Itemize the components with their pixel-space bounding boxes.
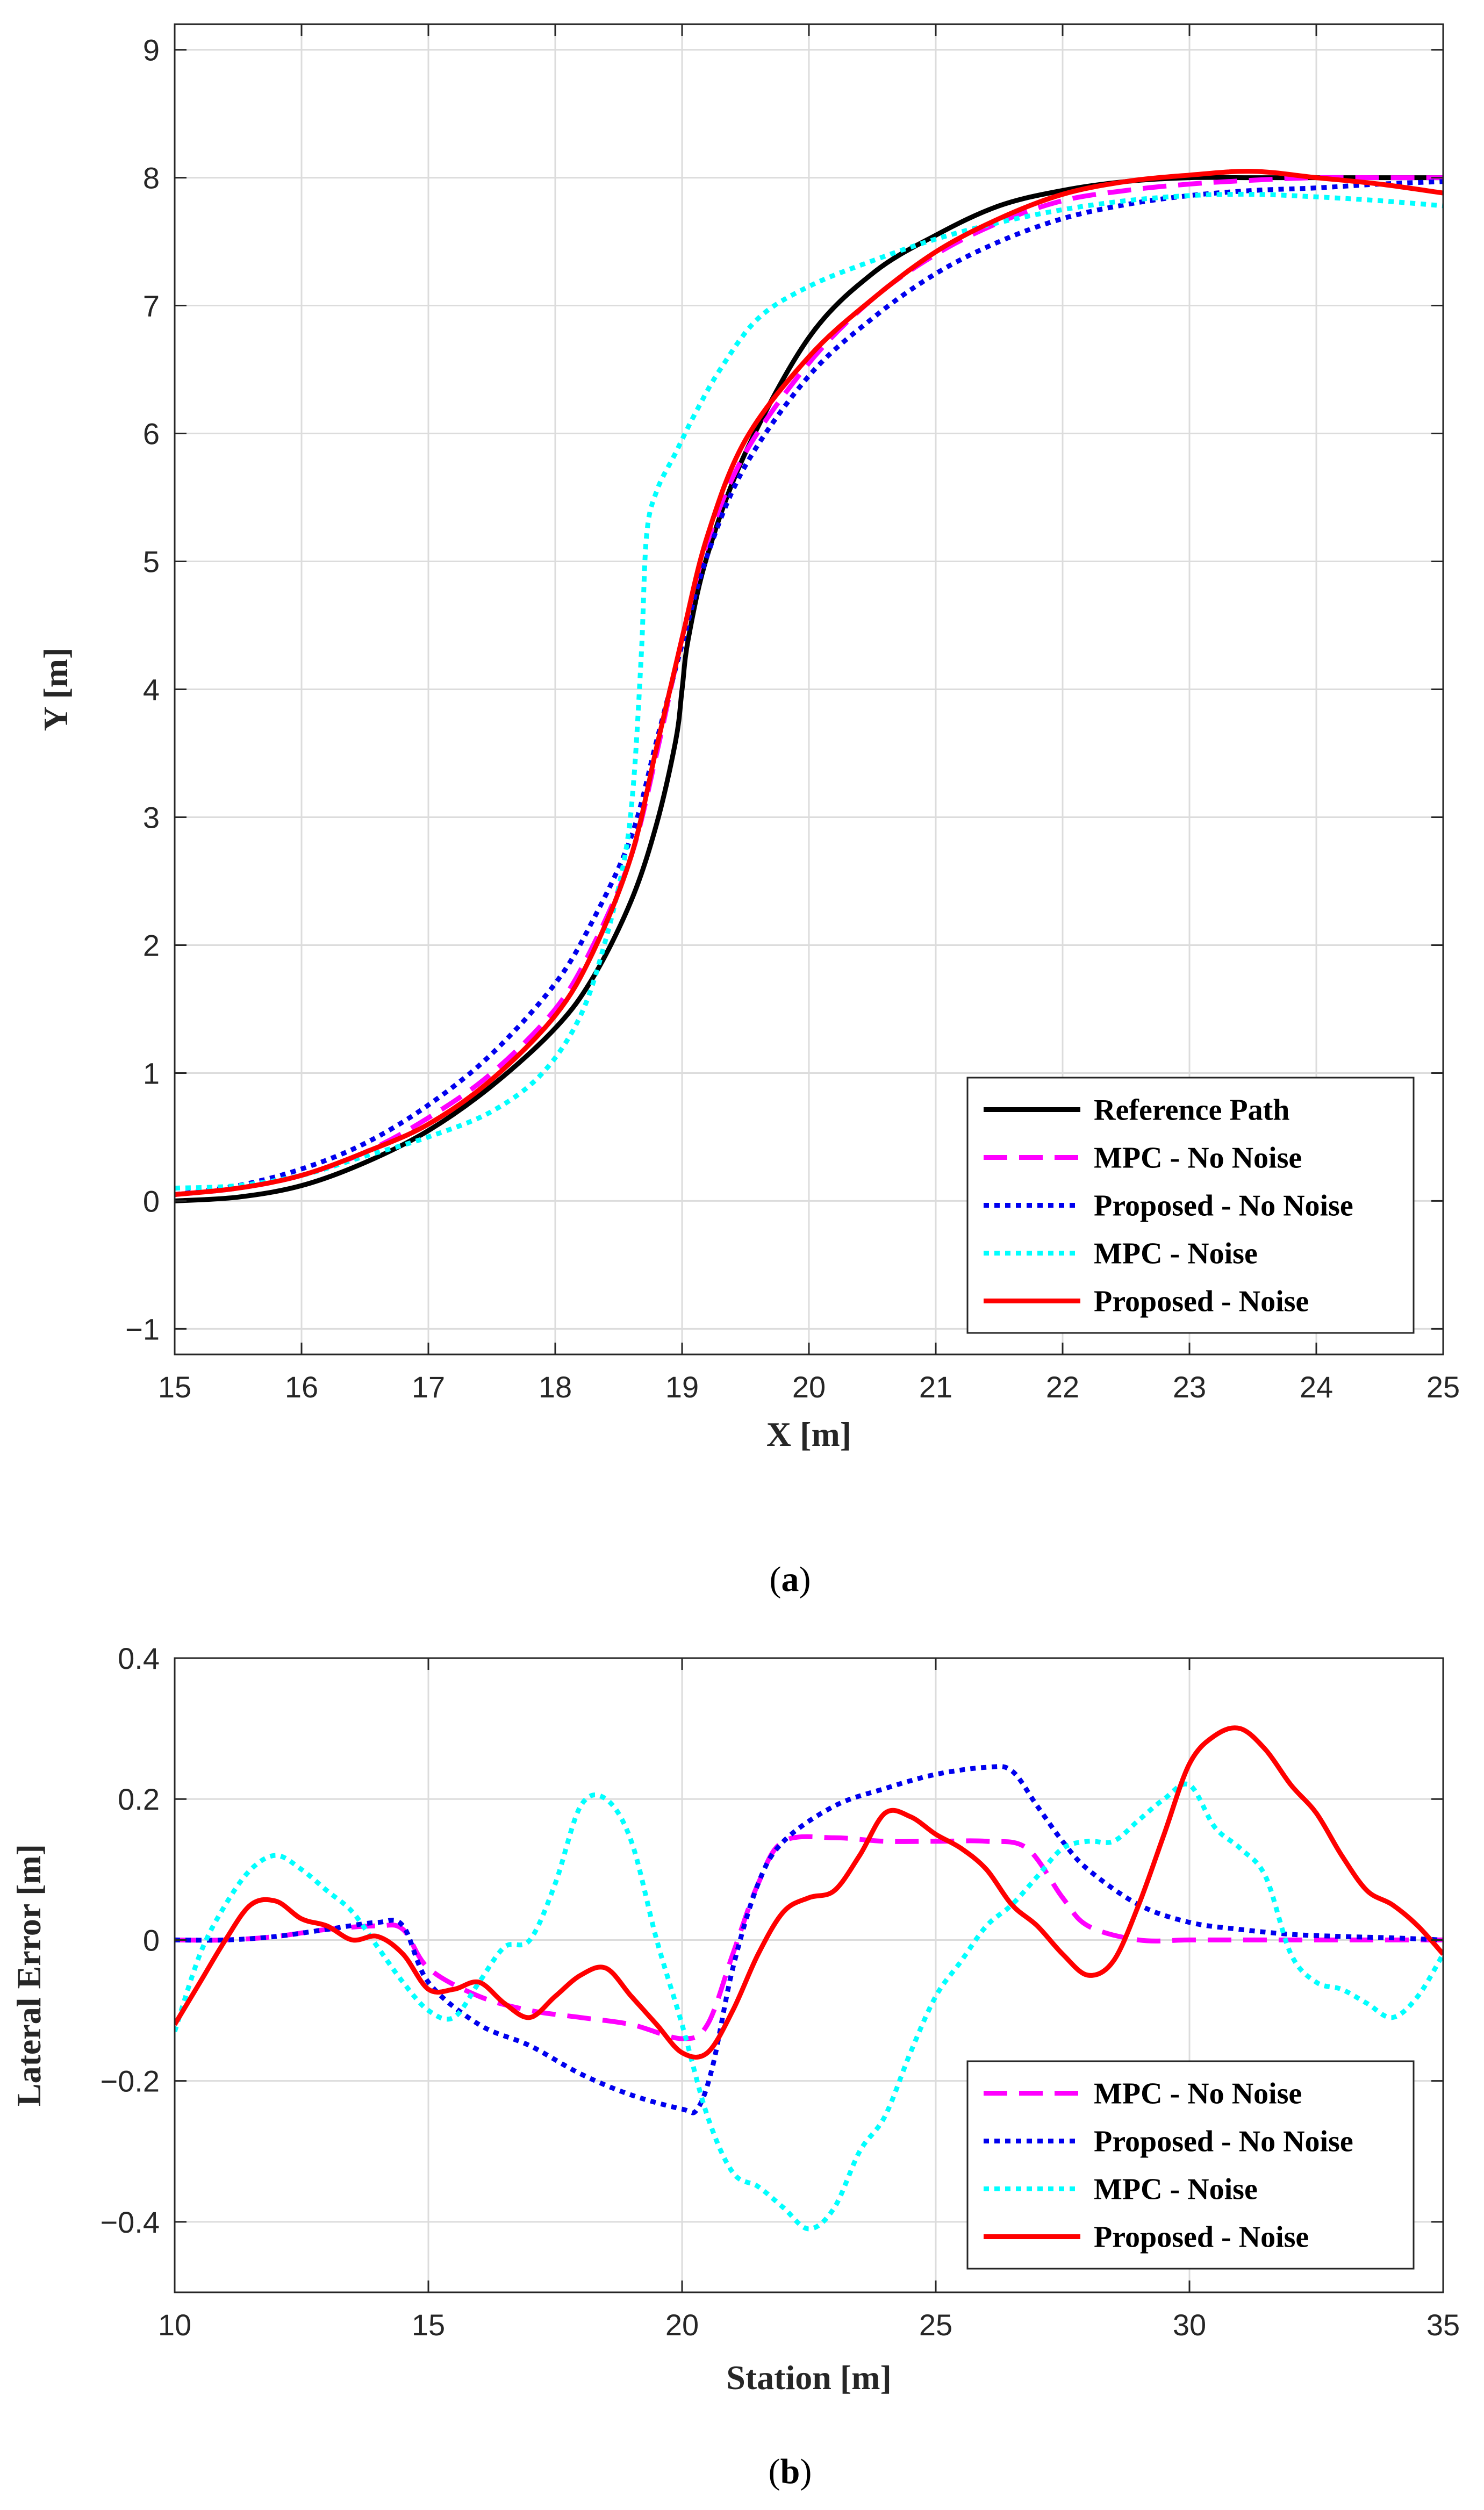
subplot-label-b: (b) — [769, 2452, 812, 2491]
y-tick-label: 6 — [143, 417, 160, 451]
x-tick-label: 20 — [792, 1370, 826, 1404]
x-axis-label-b: Station [m] — [726, 2358, 892, 2397]
x-tick-label: 30 — [1173, 2308, 1206, 2342]
series-line-proposed-no-noise — [175, 1764, 1443, 2115]
y-tick-label: 8 — [143, 161, 160, 195]
y-tick-label: 5 — [143, 545, 160, 579]
y-tick-label: −0.4 — [100, 2205, 160, 2239]
ticks-b: 10 15 20 25 30 35 −0.4 −0.2 0 0.2 0.4 — [100, 1641, 1460, 2342]
x-tick-label: 15 — [158, 1370, 191, 1404]
y-axis-label-a: Y [m] — [37, 648, 75, 732]
x-tick-label: 22 — [1046, 1370, 1079, 1404]
y-tick-label: 9 — [143, 33, 160, 67]
series-line-proposed-noise — [175, 1725, 1443, 2060]
y-tick-label: 0.4 — [118, 1641, 160, 1675]
legend-box — [966, 2060, 1415, 2270]
legend-entry: MPC - No Noise — [1094, 2077, 1302, 2111]
series-b — [175, 1725, 1443, 2232]
x-tick-label: 16 — [285, 1370, 318, 1404]
y-tick-label: 0.2 — [118, 1782, 160, 1816]
series-line-proposed-noise — [175, 169, 1443, 1197]
subplot-letter-a: a — [782, 1560, 799, 1599]
legend-entry: MPC - No Noise — [1094, 1142, 1302, 1175]
x-tick-label: 10 — [158, 2308, 191, 2342]
y-tick-label: 7 — [143, 289, 160, 323]
x-tick-label: 24 — [1300, 1370, 1333, 1404]
y-axis-label-b: Lateral Error [m] — [10, 1844, 48, 2106]
subplot-letter-b: b — [780, 2452, 800, 2491]
x-tick-label: 25 — [1426, 1370, 1460, 1404]
y-tick-label: 0 — [143, 1184, 160, 1218]
y-tick-label: 2 — [143, 928, 160, 962]
x-tick-label: 35 — [1426, 2308, 1460, 2342]
y-tick-label: 4 — [143, 673, 160, 707]
x-axis-label-a: X [m] — [766, 1415, 851, 1453]
x-tick-label: 18 — [539, 1370, 572, 1404]
y-tick-label: 3 — [143, 800, 160, 834]
legend-entry: MPC - Noise — [1094, 1237, 1258, 1271]
x-tick-label: 15 — [412, 2308, 445, 2342]
legend-entry: Proposed - Noise — [1094, 1285, 1309, 1318]
y-tick-label: 1 — [143, 1056, 160, 1090]
series-line-mpc-noise — [175, 1781, 1443, 2232]
x-tick-label: 20 — [665, 2308, 699, 2342]
series-a — [175, 169, 1443, 1203]
subplot-label-a: (a) — [770, 1560, 811, 1599]
legend-entry: Proposed - Noise — [1094, 2221, 1309, 2254]
legend-entry: Proposed - No Noise — [1094, 2125, 1353, 2158]
x-tick-label: 19 — [665, 1370, 699, 1404]
legend-entry: Proposed - No Noise — [1094, 1189, 1353, 1223]
subplot-b: 10 15 20 25 30 35−0.4−0.200.20.4 Station [m] … — [10, 1641, 1460, 2491]
x-tick-label: 25 — [919, 2308, 952, 2342]
x-tick-label: 17 — [412, 1370, 445, 1404]
legend-entry: MPC - Noise — [1094, 2173, 1258, 2206]
x-tick-label: 23 — [1173, 1370, 1206, 1404]
x-tick-label: 21 — [919, 1370, 952, 1404]
axes-box-b — [174, 1657, 1444, 2293]
y-tick-label: −1 — [125, 1312, 160, 1346]
legend-b: MPC - No Noise Proposed - No Noise MPC - N… — [966, 2060, 1415, 2270]
y-tick-label: 0 — [143, 1923, 160, 1957]
legend-a: Reference Path MPC - No Noise Proposed - N… — [966, 1077, 1415, 1334]
legend-entry: Reference Path — [1094, 1094, 1289, 1127]
y-tick-label: −0.2 — [100, 2064, 160, 2098]
series-line-mpc-no-noise — [175, 1834, 1443, 2041]
